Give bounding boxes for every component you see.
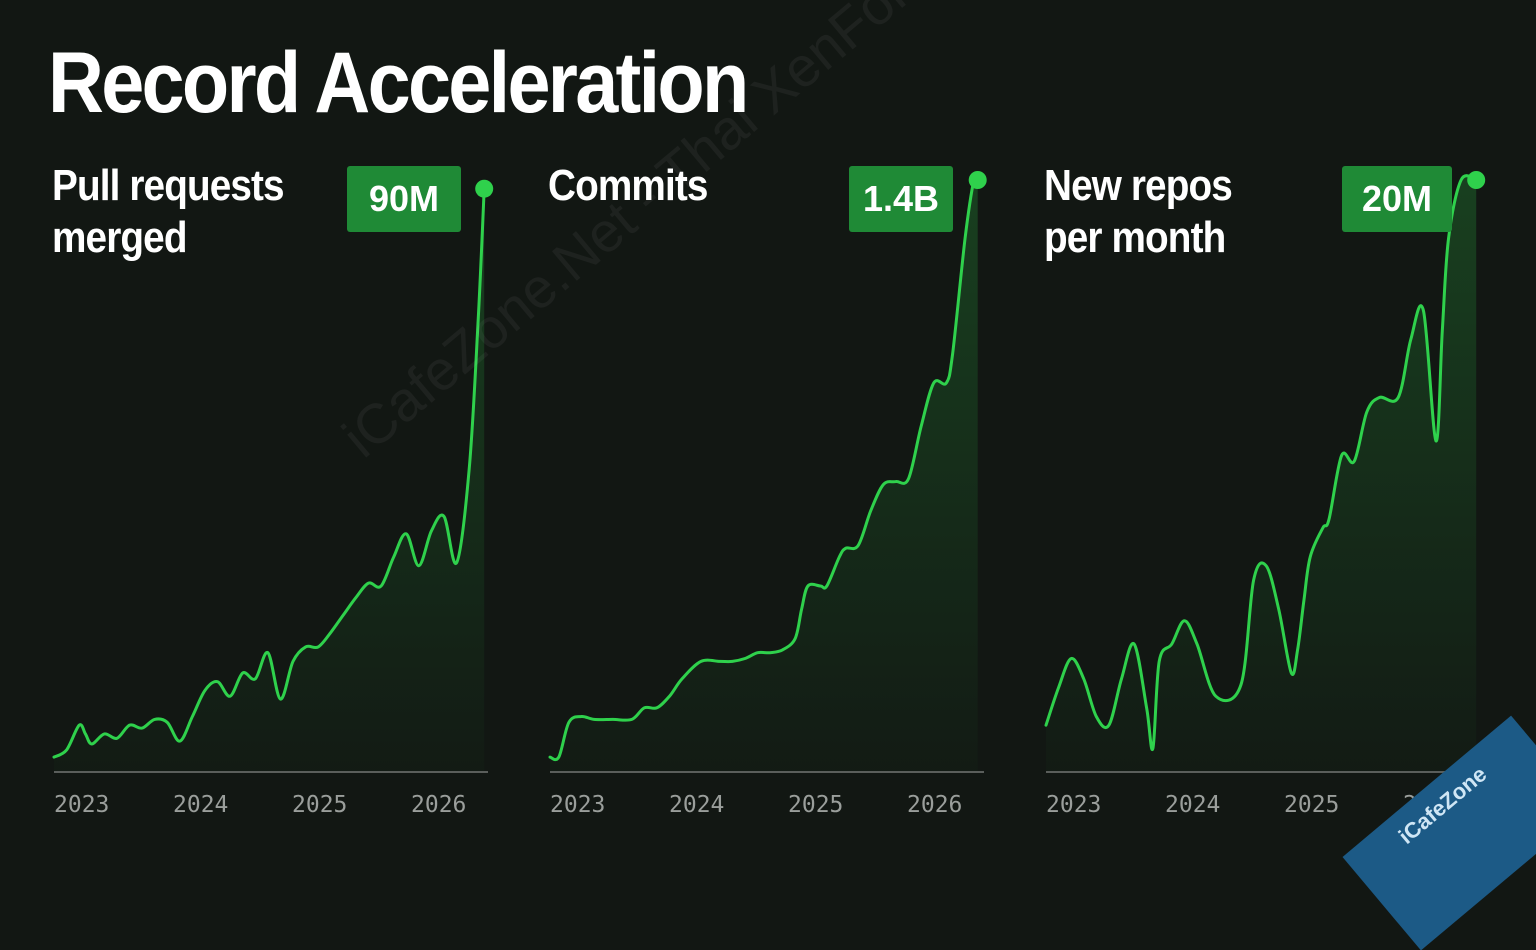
value-badge-commits: 1.4B: [849, 166, 953, 232]
chart-series-line: [1044, 174, 1478, 752]
chart-panel-commits: 2023 2024 2025 2026 Commits 1.4B: [534, 150, 994, 850]
chart-svg-commits: 2023 2024 2025 2026: [548, 171, 987, 818]
chart-end-point: [968, 171, 987, 189]
x-tick-label: 2025: [1284, 792, 1339, 818]
chart-area-fill: [550, 175, 978, 772]
x-tick-label: 2024: [1165, 792, 1220, 818]
chart-area-fill: [54, 188, 485, 772]
chart-svg-pull-requests: 2023 2024 2025 2026: [52, 179, 494, 818]
chart-label-new-repos: New repos per month: [1044, 161, 1233, 262]
page-title: Record Acceleration: [48, 35, 749, 131]
chart-end-point: [475, 179, 494, 198]
value-badge-new-repos: 20M: [1342, 166, 1452, 232]
x-tick-label: 2025: [292, 792, 347, 818]
value-badge-pull-requests: 90M: [347, 166, 461, 232]
chart-panel-pull-requests: 2023 2024 2025 2026 Pull requests merged 90…: [38, 150, 498, 850]
x-tick-label: 2026: [411, 792, 466, 818]
chart-label-commits: Commits: [548, 161, 708, 210]
x-tick-label: 2024: [669, 792, 724, 818]
x-tick-label: 2023: [1046, 792, 1101, 818]
chart-series-line: [548, 174, 980, 762]
chart-end-point: [1467, 171, 1486, 189]
x-tick-label: 2024: [173, 792, 228, 818]
chart-series-line: [52, 187, 486, 759]
x-tick-label: 2023: [550, 792, 605, 818]
chart-area-fill: [1046, 175, 1477, 772]
x-tick-label: 2026: [907, 792, 962, 818]
chart-label-pull-requests: Pull requests merged: [52, 161, 285, 262]
x-tick-label: 2025: [788, 792, 843, 818]
x-tick-label: 2023: [54, 792, 109, 818]
